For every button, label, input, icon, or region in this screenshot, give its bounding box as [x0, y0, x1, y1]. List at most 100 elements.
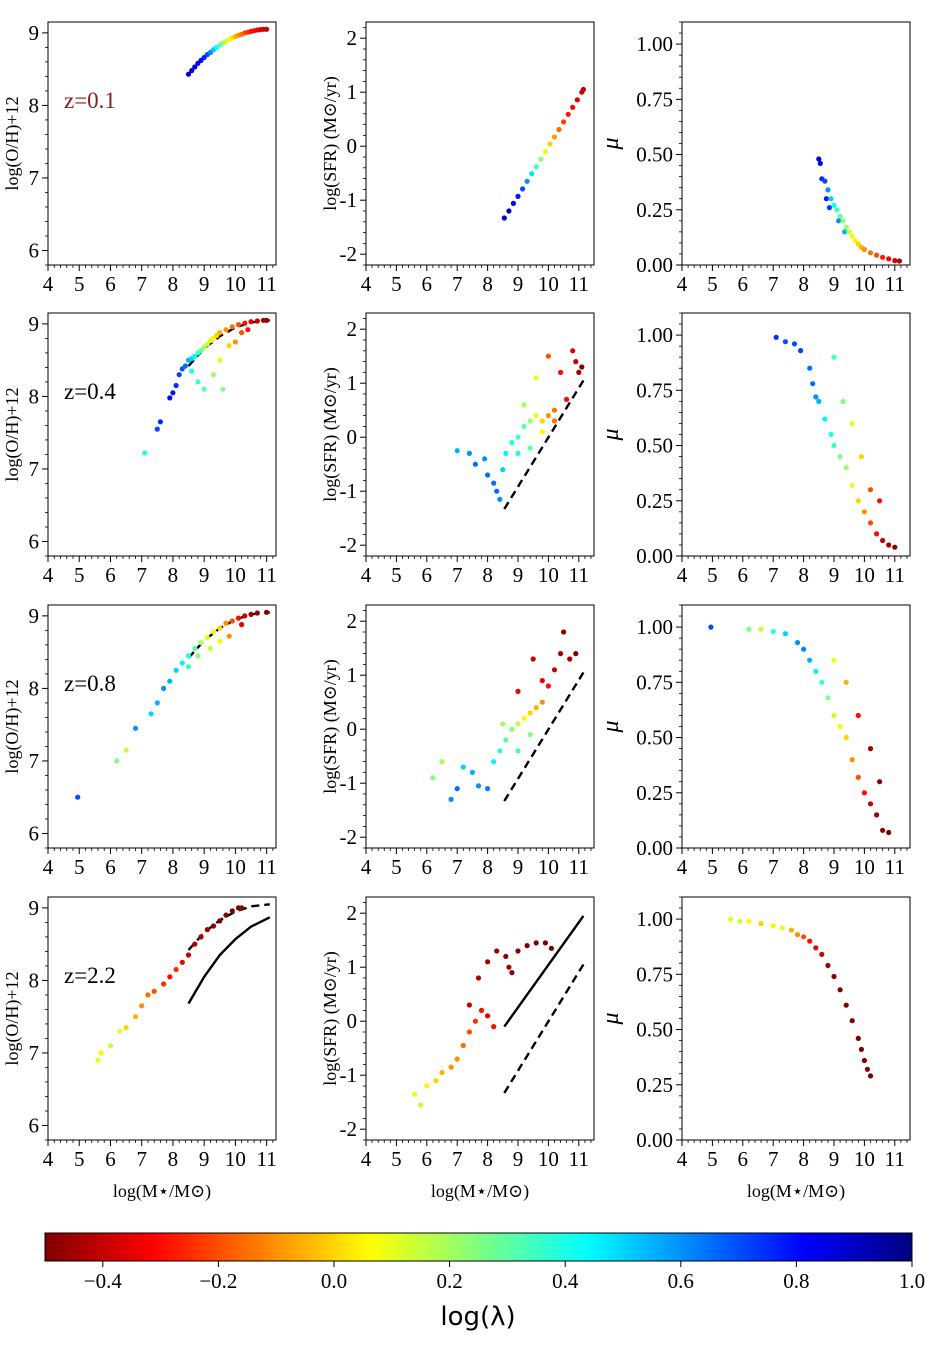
data-point [491, 480, 497, 486]
redshift-annotation: z=0.1 [64, 88, 116, 113]
data-point [170, 390, 176, 396]
panel-r2-c2: 4 5 6 7 8 9 10 11 0.00 0.25 0.50 0.75 1.00 μ [598, 604, 911, 879]
data-point [210, 629, 217, 635]
data-point [737, 918, 743, 924]
x-tick-label: 6 [422, 855, 433, 879]
data-point [867, 520, 874, 526]
data-point [822, 416, 828, 422]
reference-dashed-line [503, 963, 585, 1094]
data-point [485, 959, 491, 965]
panel-r0-c1: 4 5 6 7 8 9 10 11 -2 -1 0 1 2 log(SFR) (M⊙/yr) [320, 21, 595, 296]
x-tick-label: 6 [738, 272, 749, 296]
data-point [794, 640, 801, 646]
data-point [524, 943, 530, 949]
redshift-annotation: z=2.2 [64, 963, 116, 988]
y-tick-label: 2 [347, 26, 358, 50]
data-layer [728, 916, 874, 1079]
data-point [837, 213, 843, 219]
data-point [558, 651, 564, 657]
y-tick-label: 1.00 [636, 615, 673, 639]
panel-r1-c1: 4 5 6 7 8 9 10 11 -2 -1 0 1 2 log(SFR) (M⊙/yr) [320, 312, 595, 587]
data-point [460, 764, 466, 770]
data-point [874, 812, 880, 818]
x-tick-label: 10 [225, 272, 246, 296]
reference-solid-line [503, 915, 585, 1028]
data-point [75, 794, 81, 800]
colorbar-tick-label: −0.2 [199, 1269, 237, 1293]
y-tick-label: 9 [29, 896, 40, 920]
data-point [521, 402, 527, 408]
data-point [454, 786, 460, 792]
data-point [816, 156, 822, 162]
data-point [880, 827, 886, 833]
x-tick-label: 10 [225, 855, 246, 879]
data-point [521, 715, 527, 722]
data-point [439, 759, 445, 765]
data-point [204, 341, 210, 347]
data-point [515, 721, 521, 727]
data-point [154, 700, 160, 706]
data-point [527, 445, 533, 451]
data-point [217, 918, 223, 924]
data-point [503, 450, 509, 456]
data-point [858, 1046, 865, 1052]
data-point [886, 542, 892, 548]
data-point [472, 1018, 478, 1024]
data-point [874, 252, 880, 258]
data-point [822, 178, 828, 184]
data-layer [816, 156, 903, 264]
x-tick-label: 8 [798, 855, 809, 879]
reference-dashed-line [503, 379, 585, 510]
data-point [264, 26, 270, 32]
x-tick-label: 6 [422, 1147, 433, 1171]
data-point [843, 1002, 849, 1008]
y-tick-label: 0.75 [636, 378, 673, 402]
data-point [189, 368, 195, 374]
x-tick-label: 10 [225, 1147, 246, 1171]
y-tick-label: 0.75 [636, 962, 673, 986]
data-point [527, 418, 533, 424]
axes-frame [365, 21, 595, 266]
colorbar-tick-label: 0.0 [321, 1269, 347, 1293]
data-point [746, 918, 752, 924]
data-point [825, 187, 831, 193]
axes-frame [47, 312, 277, 557]
data-point [491, 1024, 497, 1030]
y-tick-label: 0.00 [636, 544, 673, 568]
data-point [728, 916, 734, 922]
data-point [880, 537, 886, 544]
axes-frame [47, 21, 277, 266]
data-point [530, 656, 536, 662]
data-point [454, 448, 460, 454]
data-point [509, 970, 515, 976]
colorbar-ticks: −0.4 −0.2 0.0 0.2 0.4 0.6 0.8 1.0 [84, 1261, 925, 1293]
data-point [482, 456, 488, 462]
data-point [831, 442, 837, 449]
data-point [114, 758, 120, 764]
data-point [834, 207, 840, 213]
x-tick-label: 9 [199, 1147, 210, 1171]
data-point [515, 450, 521, 456]
data-layer [95, 903, 271, 1063]
x-tick-label: 9 [199, 855, 210, 879]
data-point [235, 322, 242, 328]
data-point [185, 664, 192, 670]
data-point [242, 613, 248, 619]
x-tick-label: 5 [74, 563, 85, 587]
data-point [217, 330, 223, 336]
y-tick-label: 1.00 [636, 907, 673, 931]
data-point [819, 679, 825, 685]
data-point [485, 786, 491, 792]
colorbar-tick-label: 0.4 [552, 1269, 579, 1293]
panel-r0-c2: 4 5 6 7 8 9 10 11 0.00 0.25 0.50 0.75 1.00 μ [598, 21, 911, 296]
data-point [561, 629, 567, 635]
data-point [210, 372, 217, 378]
x-tick-label: 7 [768, 1147, 779, 1171]
data-point [204, 927, 210, 933]
data-point [515, 748, 521, 754]
colorbar-tick-label: 1.0 [899, 1269, 925, 1293]
data-point [826, 205, 833, 211]
x-tick-label: 9 [829, 855, 840, 879]
data-point [123, 1025, 129, 1031]
y-tick-label: 0.25 [636, 781, 673, 805]
